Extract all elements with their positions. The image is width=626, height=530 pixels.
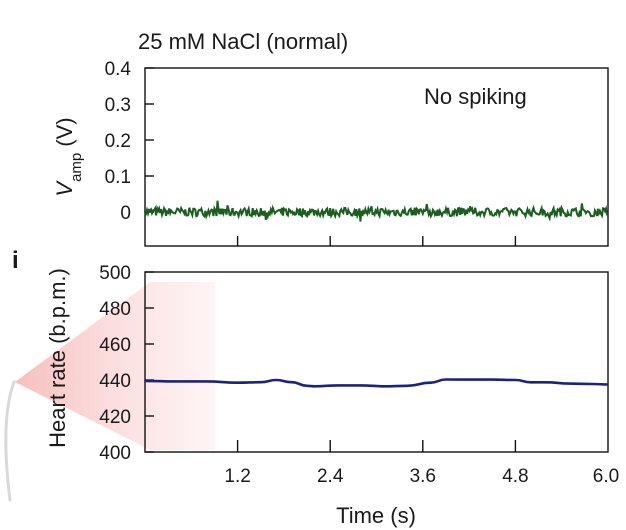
- top-noise-trace: [144, 200, 609, 222]
- bottom-x-tick-label: 2.4: [317, 466, 344, 487]
- bottom-x-axis: 1.2 2.4 3.6 4.8 6.0: [224, 440, 619, 487]
- bottom-x-tick-label: 6.0: [593, 466, 619, 487]
- bottom-x-tick-label: 3.6: [410, 466, 436, 487]
- bottom-y-tick-label: 480: [99, 299, 131, 320]
- top-series-group: [144, 200, 609, 222]
- bottom-y-tick-label: 460: [99, 335, 131, 356]
- panel-label: i: [12, 247, 19, 274]
- highlight-wedge: [15, 282, 215, 450]
- bottom-y-tick-label: 440: [99, 371, 131, 392]
- bottom-y-tick-label: 500: [99, 263, 131, 284]
- top-chart-title: 25 mM NaCl (normal): [138, 29, 348, 54]
- bottom-series-group: [144, 378, 609, 388]
- no-spiking-annotation: No spiking: [424, 84, 527, 109]
- vamp-subscript: amp: [68, 153, 85, 182]
- vamp-symbol: V: [52, 180, 77, 197]
- bottom-y-tick-label: 420: [99, 407, 131, 428]
- top-y-tick-label: 0.1: [105, 167, 131, 188]
- bottom-y-axis: 400 420 440 460 480 500: [99, 263, 154, 464]
- top-y-axis: 0 0.1 0.2 0.3 0.4: [105, 59, 154, 224]
- top-plot-frame: [144, 67, 609, 247]
- top-y-tick-label: 0.3: [105, 95, 131, 116]
- bottom-x-axis-title: Time (s): [336, 503, 416, 528]
- bottom-y-tick-label: 400: [99, 443, 131, 464]
- highlight-arc: [4, 380, 16, 502]
- top-y-tick-label: 0: [120, 203, 131, 224]
- top-x-ticks: [236, 236, 517, 246]
- bottom-x-tick-label: 4.8: [502, 466, 528, 487]
- heart-rate-line: [144, 378, 609, 388]
- top-y-tick-label: 0.4: [105, 59, 132, 80]
- top-y-tick-label: 0.2: [105, 131, 131, 152]
- bottom-x-tick-label: 1.2: [224, 466, 250, 487]
- bottom-y-axis-title: Heart rate (b.p.m.): [45, 268, 70, 448]
- vamp-unit: (V): [52, 117, 77, 146]
- top-y-axis-title: Vamp (V): [52, 117, 85, 196]
- bottom-plot-frame: [144, 271, 609, 453]
